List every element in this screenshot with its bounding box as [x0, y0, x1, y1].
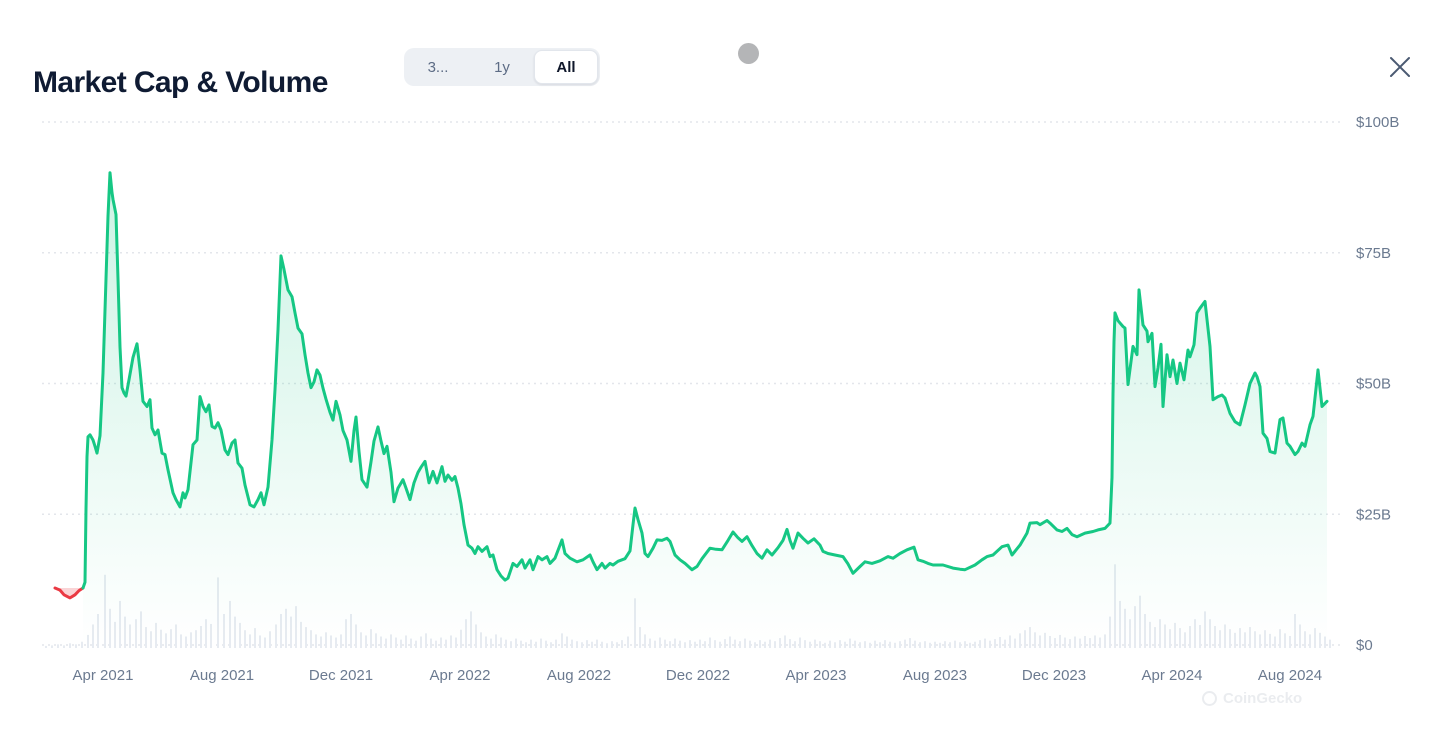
watermark-text: CoinGecko — [1223, 689, 1303, 707]
volume-bar — [63, 645, 65, 648]
range-button-all[interactable]: All — [534, 50, 598, 84]
volume-bar — [51, 645, 53, 648]
volume-bar — [1329, 639, 1331, 648]
close-icon — [1386, 57, 1414, 84]
volume-bar — [616, 642, 618, 648]
volume-bar — [894, 642, 896, 648]
volume-bar — [919, 642, 921, 648]
volume-bar — [969, 642, 971, 648]
volume-bar — [939, 642, 941, 648]
x-tick-label: Dec 2022 — [666, 667, 730, 684]
x-tick-label: Dec 2021 — [309, 667, 373, 684]
coingecko-watermark: CoinGecko — [1202, 689, 1302, 707]
volume-bar — [57, 644, 59, 648]
volume-bar — [81, 641, 83, 648]
y-tick-label: $50B — [1356, 376, 1391, 393]
volume-bar — [75, 644, 77, 648]
market-cap-line — [81, 171, 1329, 590]
volume-bar — [550, 642, 552, 648]
y-tick-label: $100B — [1356, 114, 1399, 131]
y-tick-label: $75B — [1356, 245, 1391, 262]
x-tick-label: Apr 2023 — [786, 667, 847, 684]
range-button-3m[interactable]: 3... — [406, 51, 470, 83]
x-tick-label: Aug 2021 — [190, 667, 254, 684]
x-tick-label: Apr 2024 — [1142, 667, 1203, 684]
volume-bar — [949, 642, 951, 648]
volume-bar — [929, 642, 931, 648]
floating-dot-indicator — [738, 43, 759, 64]
volume-bar — [754, 642, 756, 648]
time-range-selector: 3... 1y All — [404, 48, 600, 86]
volume-bar — [869, 642, 871, 648]
x-tick-label: Aug 2024 — [1258, 667, 1322, 684]
y-tick-label: $25B — [1356, 506, 1391, 523]
range-button-1y[interactable]: 1y — [470, 51, 534, 83]
close-button[interactable] — [1386, 53, 1414, 81]
coingecko-logo-icon — [1202, 690, 1217, 706]
x-tick-label: Aug 2022 — [547, 667, 611, 684]
x-tick-label: Apr 2022 — [430, 667, 491, 684]
volume-bar — [959, 642, 961, 648]
volume-bar — [824, 642, 826, 648]
volume-bar — [834, 642, 836, 648]
page-title: Market Cap & Volume — [33, 66, 328, 100]
volume-bar — [684, 642, 686, 648]
x-tick-label: Dec 2023 — [1022, 667, 1086, 684]
market-cap-decline-line — [53, 586, 85, 600]
x-tick-label: Apr 2021 — [73, 667, 134, 684]
volume-bar — [859, 642, 861, 648]
x-tick-label: Aug 2023 — [903, 667, 967, 684]
volume-bar — [45, 645, 47, 648]
volume-bar — [581, 642, 583, 648]
volume-bar — [69, 643, 71, 648]
volume-bar — [606, 643, 608, 648]
market-cap-area — [83, 172, 1327, 645]
volume-bar — [879, 642, 881, 648]
y-tick-label: $0 — [1356, 637, 1373, 654]
volume-bar — [525, 642, 527, 648]
